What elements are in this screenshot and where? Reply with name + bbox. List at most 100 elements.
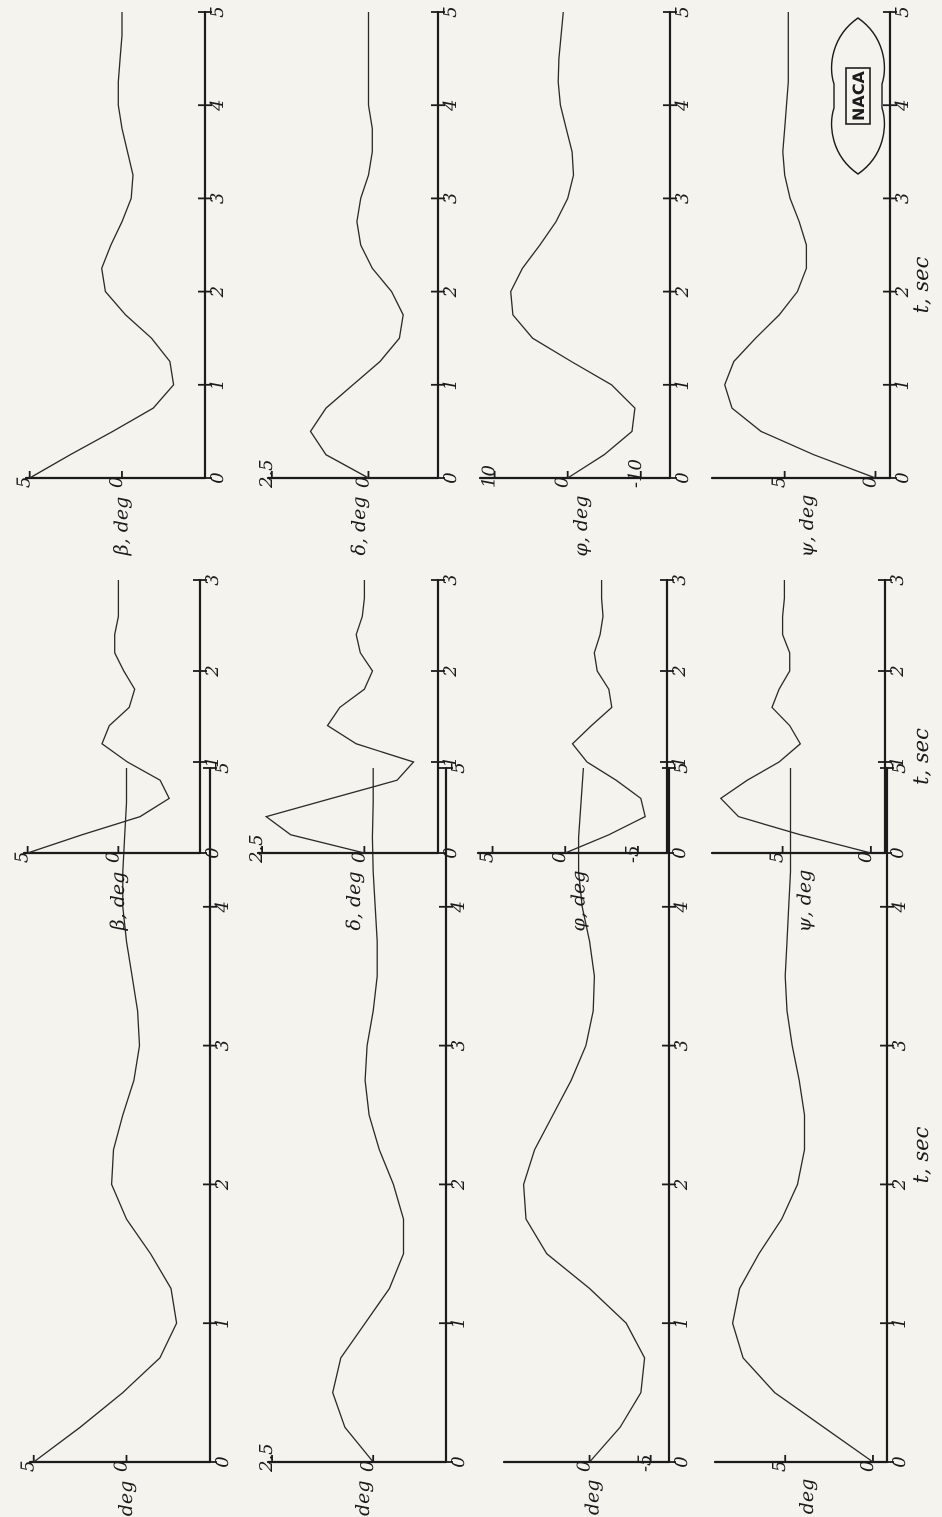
x-tick-label: 4 <box>440 99 461 111</box>
x-tick-label: 1 <box>671 1317 692 1328</box>
y-axis-label: β, deg <box>107 872 129 932</box>
x-tick-label: 3 <box>669 574 690 585</box>
x-tick-label: 4 <box>671 901 692 913</box>
y-axis-label: ψ, deg <box>796 1479 818 1517</box>
panel-psi-2: 0 1 2 3 5 0 ψ, deg <box>710 574 908 933</box>
x-tick-label: 5 <box>892 6 913 17</box>
y-tick-label: 2.5 <box>246 834 267 864</box>
x-tick-label: 1 <box>440 379 461 390</box>
y-axis-label: ψ, deg <box>796 495 818 558</box>
x-tick-label: 0 <box>671 1456 692 1467</box>
y-tick-label: 10 <box>479 465 500 488</box>
chart-groups: 0 1 2 3 4 5 5 0 β, deg 0 1 2 3 4 5 2.5 0 δ, deg 0 1 2 3 4 5 0 -5 φ… <box>12 6 933 1517</box>
x-tick-label: 2 <box>669 665 690 677</box>
x-tick-label: 3 <box>212 1040 233 1051</box>
y-tick-label: 2.5 <box>256 459 277 489</box>
y-tick-label: 0 <box>855 852 876 863</box>
x-tick-label: 0 <box>892 472 913 483</box>
y-axis-label: φ, deg <box>568 871 590 932</box>
x-tick-label: 2 <box>207 286 228 298</box>
y-axis-label: β, deg <box>111 497 133 557</box>
y-tick-label: 5 <box>14 477 35 488</box>
y-tick-label: 5 <box>18 1461 39 1472</box>
y-axis-label: ψ, deg <box>794 870 816 933</box>
x-tick-label: 1 <box>440 756 461 767</box>
x-tick-label: 5 <box>672 6 693 17</box>
y-axis-label: φ, deg <box>582 1480 604 1517</box>
y-tick-label: 2.5 <box>256 1443 277 1473</box>
panel-psi-3: 0 1 2 3 4 5 5 0 ψ, deg <box>710 6 913 558</box>
y-tick-label: 0 <box>859 477 880 488</box>
x-tick-label: 1 <box>889 1317 910 1328</box>
y-axis-label: φ, deg <box>570 496 592 557</box>
x-tick-label: 5 <box>207 6 228 17</box>
x-tick-label: 3 <box>207 193 228 204</box>
y-tick-label: -10 <box>625 459 646 488</box>
x-tick-label: 0 <box>669 847 690 858</box>
x-tick-label: 2 <box>887 665 908 677</box>
series-line <box>332 768 405 1463</box>
x-tick-label: 0 <box>448 1456 469 1467</box>
x-tick-label: 4 <box>672 99 693 111</box>
x-tick-label: 5 <box>448 762 469 773</box>
x-tick-label: 3 <box>892 193 913 204</box>
y-tick-label: 5 <box>769 1461 790 1472</box>
naca-logo: NACA <box>830 17 886 175</box>
x-tick-label: 3 <box>440 574 461 585</box>
x-tick-label: 2 <box>672 286 693 298</box>
x-tick-label: 0 <box>889 1456 910 1467</box>
series-line <box>33 768 178 1463</box>
y-tick-label: -5 <box>635 1454 656 1472</box>
panel-phi-2: 0 1 2 3 5 0 -5 φ, deg <box>477 574 690 931</box>
panel-delta-3: 0 1 2 3 4 5 2.5 0 δ, deg <box>256 6 461 555</box>
series-line <box>29 12 175 479</box>
y-tick-label: 0 <box>357 1461 378 1472</box>
y-tick-label: -5 <box>622 845 643 863</box>
y-axis-label: δ, deg <box>343 871 365 930</box>
panel-phi-3: 0 1 2 3 4 5 10 0 -10 φ, deg <box>479 6 693 556</box>
y-tick-label: 0 <box>110 1461 131 1472</box>
x-tick-label: 2 <box>448 1179 469 1191</box>
y-tick-label: 0 <box>352 477 373 488</box>
x-tick-label: 0 <box>440 472 461 483</box>
x-tick-label: 2 <box>440 665 461 677</box>
y-axis-label: δ, deg <box>352 1480 374 1517</box>
x-tick-label: 1 <box>212 1317 233 1328</box>
x-tick-label: 0 <box>212 1456 233 1467</box>
y-tick-label: 0 <box>348 852 369 863</box>
y-tick-label: 0 <box>106 477 127 488</box>
x-tick-label: 4 <box>892 99 913 111</box>
x-tick-label: 5 <box>671 762 692 773</box>
x-tick-label: 2 <box>889 1179 910 1191</box>
x-tick-label: 3 <box>887 574 908 585</box>
logo-wings <box>830 17 886 175</box>
series-line <box>264 580 415 854</box>
y-tick-label: 0 <box>549 852 570 863</box>
panel-delta-1: 0 1 2 3 4 5 2.5 0 δ, deg <box>256 762 469 1517</box>
chart-group-2: 0 1 2 3 5 0 β, deg 0 1 2 3 2.5 0 δ, deg 0 1 2 3 5 0 -5 φ, deg… <box>12 574 933 932</box>
x-axis-label: t, sec <box>909 256 933 313</box>
x-axis-label: t, sec <box>909 728 933 785</box>
panel-beta-1: 0 1 2 3 4 5 5 0 β, deg <box>18 762 233 1517</box>
y-tick-label: 0 <box>102 852 123 863</box>
x-tick-label: 4 <box>212 901 233 913</box>
x-tick-label: 2 <box>212 1179 233 1191</box>
x-tick-label: 0 <box>672 472 693 483</box>
x-axis-label: t, sec <box>909 1126 933 1183</box>
x-tick-label: 2 <box>892 286 913 298</box>
x-tick-label: 0 <box>887 847 908 858</box>
x-tick-label: 4 <box>889 901 910 913</box>
x-tick-label: 1 <box>892 379 913 390</box>
panel-delta-2: 0 1 2 3 2.5 0 δ, deg <box>246 574 461 930</box>
x-tick-label: 5 <box>889 762 910 773</box>
x-tick-label: 2 <box>440 286 461 298</box>
x-tick-label: 3 <box>889 1040 910 1051</box>
series-line <box>510 11 636 479</box>
y-axis-label: β, deg <box>115 1481 137 1517</box>
panel-beta-2: 0 1 2 3 5 0 β, deg <box>12 574 223 931</box>
x-tick-label: 4 <box>207 99 228 111</box>
chart-group-1: 0 1 2 3 4 5 5 0 β, deg 0 1 2 3 4 5 2.5 0 δ, deg 0 1 2 3 4 5 0 -5 φ… <box>18 762 933 1517</box>
series-line <box>731 768 874 1463</box>
x-tick-label: 2 <box>671 1179 692 1191</box>
